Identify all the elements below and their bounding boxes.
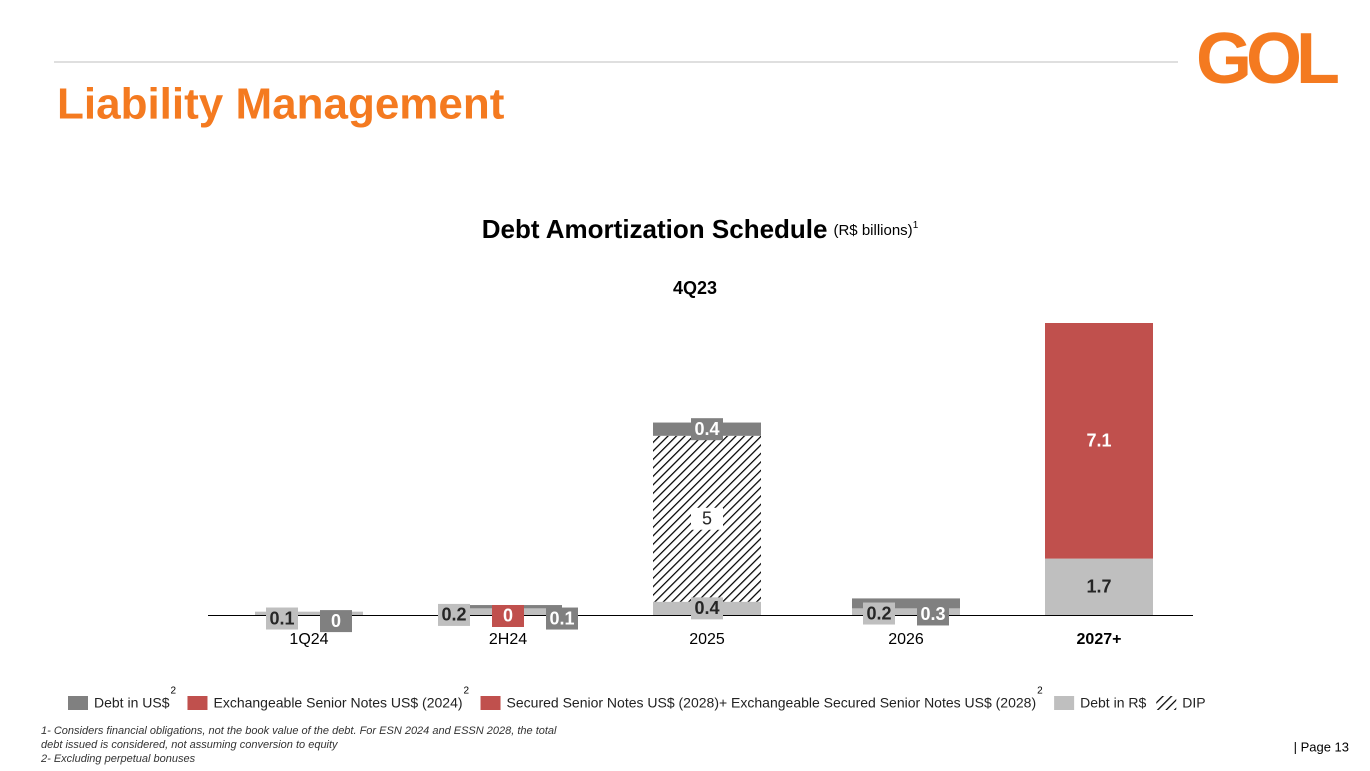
page-number: | Page 13 <box>1294 739 1349 754</box>
bar-segment <box>255 611 363 615</box>
x-tick-label: 2025 <box>689 631 725 648</box>
legend-swatch <box>1054 696 1075 710</box>
label-box <box>863 602 895 625</box>
legend-label: Secured Senior Notes US$ (2028)+ Exchang… <box>507 695 1037 711</box>
data-label: 1.7 <box>1086 577 1111 597</box>
bar-segment <box>1045 558 1153 615</box>
data-label: 0.1 <box>549 608 574 628</box>
legend-swatch <box>1156 696 1177 710</box>
label-box <box>691 418 723 441</box>
legend-note: 2 <box>1037 686 1043 697</box>
data-label: 5 <box>702 509 712 529</box>
label-box <box>320 610 352 633</box>
legend-note: 2 <box>170 686 176 697</box>
legend-swatch <box>480 696 501 710</box>
legend-label: DIP <box>1182 695 1205 711</box>
label-box <box>266 607 298 630</box>
label-box <box>492 604 524 627</box>
data-label: 0.2 <box>866 603 891 623</box>
bar-segment <box>852 608 960 615</box>
data-label: 0.3 <box>920 604 945 624</box>
chart-title-group: Debt Amortization Schedule (R$ billions)1 <box>482 214 919 244</box>
x-tick-label: 2027+ <box>1077 631 1122 648</box>
legend-note: 2 <box>464 686 470 697</box>
page-title: Liability Management <box>57 80 505 129</box>
data-label: 0.4 <box>694 419 719 439</box>
footnote: 1- Considers financial obligations, not … <box>41 725 557 737</box>
legend-swatch <box>68 696 88 710</box>
label-box <box>546 607 578 630</box>
data-label: 0.2 <box>441 605 466 625</box>
x-tick-label: 2H24 <box>489 631 527 648</box>
data-label: 0 <box>331 611 341 631</box>
legend-swatch <box>187 696 208 710</box>
title-note: 1 <box>913 220 919 231</box>
x-tick-label: 2026 <box>888 631 924 648</box>
data-label: 0.4 <box>694 598 719 618</box>
chart-subtitle: (R$ billions) <box>833 222 912 239</box>
legend-label: Exchangeable Senior Notes US$ (2024) <box>213 695 462 711</box>
legend-label: Debt in US$ <box>94 695 170 711</box>
footnote: debt issued is considered, not assuming … <box>41 739 339 751</box>
label-box <box>691 507 723 530</box>
chart-title: Debt Amortization Schedule <box>482 214 828 244</box>
logo: GOL <box>1196 19 1338 99</box>
bars: 1Q24 0.1 0 2H24 0.2 0 0.1 2025 0.4 5 0.4 2026 0.2 0.3… <box>255 323 1153 648</box>
data-label: 7.1 <box>1086 431 1111 451</box>
bar-segment <box>1045 323 1153 559</box>
x-tick-label: 1Q24 <box>289 631 328 648</box>
legend-label: Debt in R$ <box>1080 695 1146 711</box>
footnote: 2- Excluding perpetual bonuses <box>40 753 196 765</box>
data-label: 0 <box>503 606 513 626</box>
bar-segment <box>852 598 960 609</box>
label-box <box>917 603 949 626</box>
period-label: 4Q23 <box>673 278 717 298</box>
label-box <box>438 603 470 626</box>
data-label: 0.1 <box>269 608 294 628</box>
label-box <box>691 597 723 620</box>
